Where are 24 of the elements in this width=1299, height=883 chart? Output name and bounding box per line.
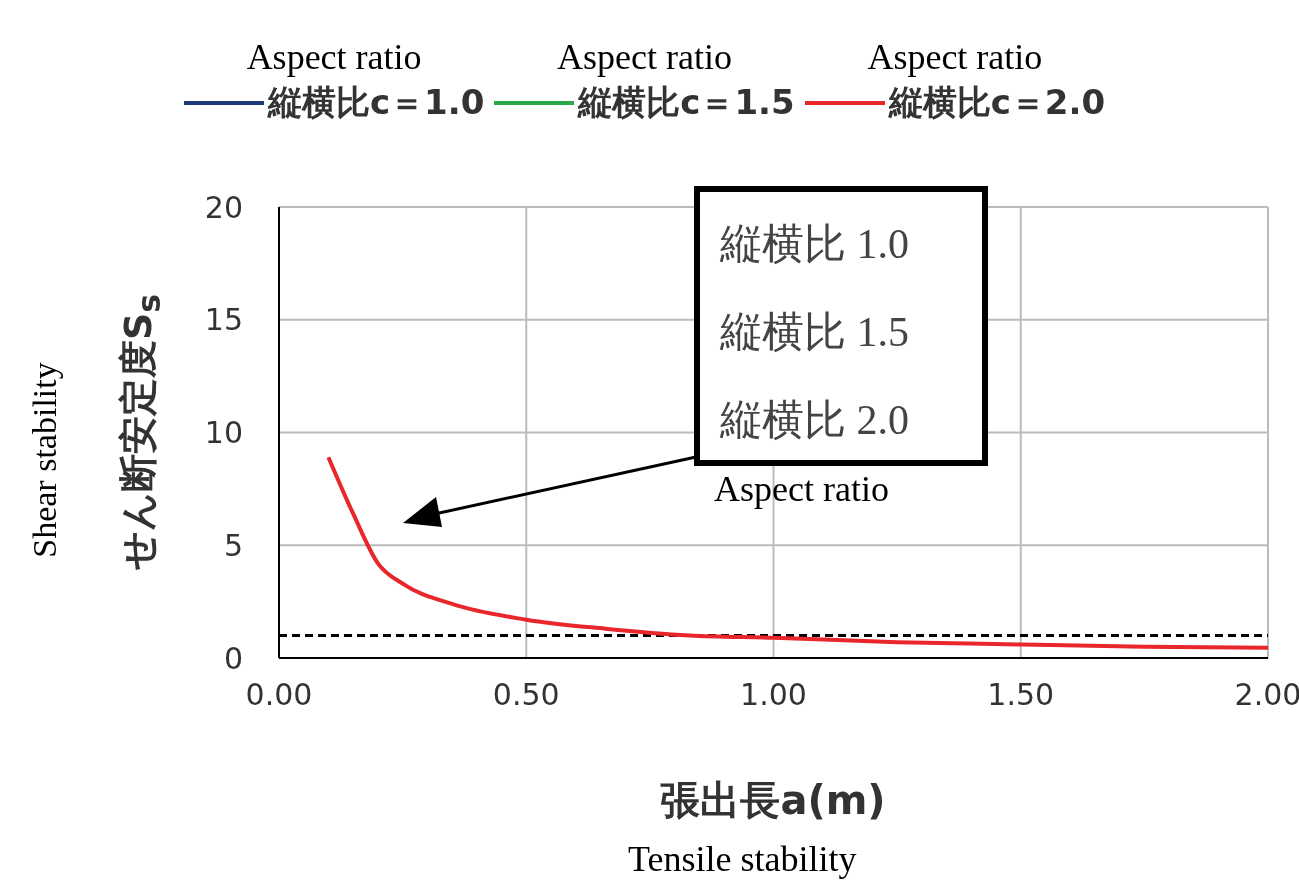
text: Aspect ratio [246, 36, 422, 79]
text: Tensile stability [628, 838, 857, 880]
y-tick-label: 0 [223, 640, 243, 676]
text: Shear stability [26, 362, 64, 558]
legend-label: 縦横比c＝1.5 [578, 81, 795, 124]
x-axis-title: 張出長a(m) [660, 775, 886, 825]
y-tick-label: 15 [204, 302, 243, 338]
x-tick-label: 0.00 [245, 677, 313, 713]
annotation: 縦横比 1.5 [720, 308, 909, 357]
y-tick-label: 20 [204, 189, 243, 225]
legend-label: 縦横比c＝1.0 [267, 81, 485, 124]
legend-label: 縦横比c＝2.0 [888, 81, 1106, 124]
annotation: 縦横比 2.0 [720, 396, 909, 445]
x-tick-label: 1.00 [740, 677, 807, 713]
y-tick-label: 10 [204, 415, 243, 451]
x-tick-label: 0.50 [492, 677, 560, 713]
x-tick-label: 1.50 [987, 677, 1055, 713]
x-tick-label: 2.00 [1234, 677, 1299, 713]
line-series [326, 455, 1268, 650]
annotation: 縦横比 1.0 [720, 220, 909, 269]
text: Aspect ratio [867, 36, 1043, 79]
y-tick-label: 5 [223, 527, 243, 563]
text: Aspect ratio [557, 36, 732, 79]
annotation: Aspect ratio [714, 468, 889, 510]
